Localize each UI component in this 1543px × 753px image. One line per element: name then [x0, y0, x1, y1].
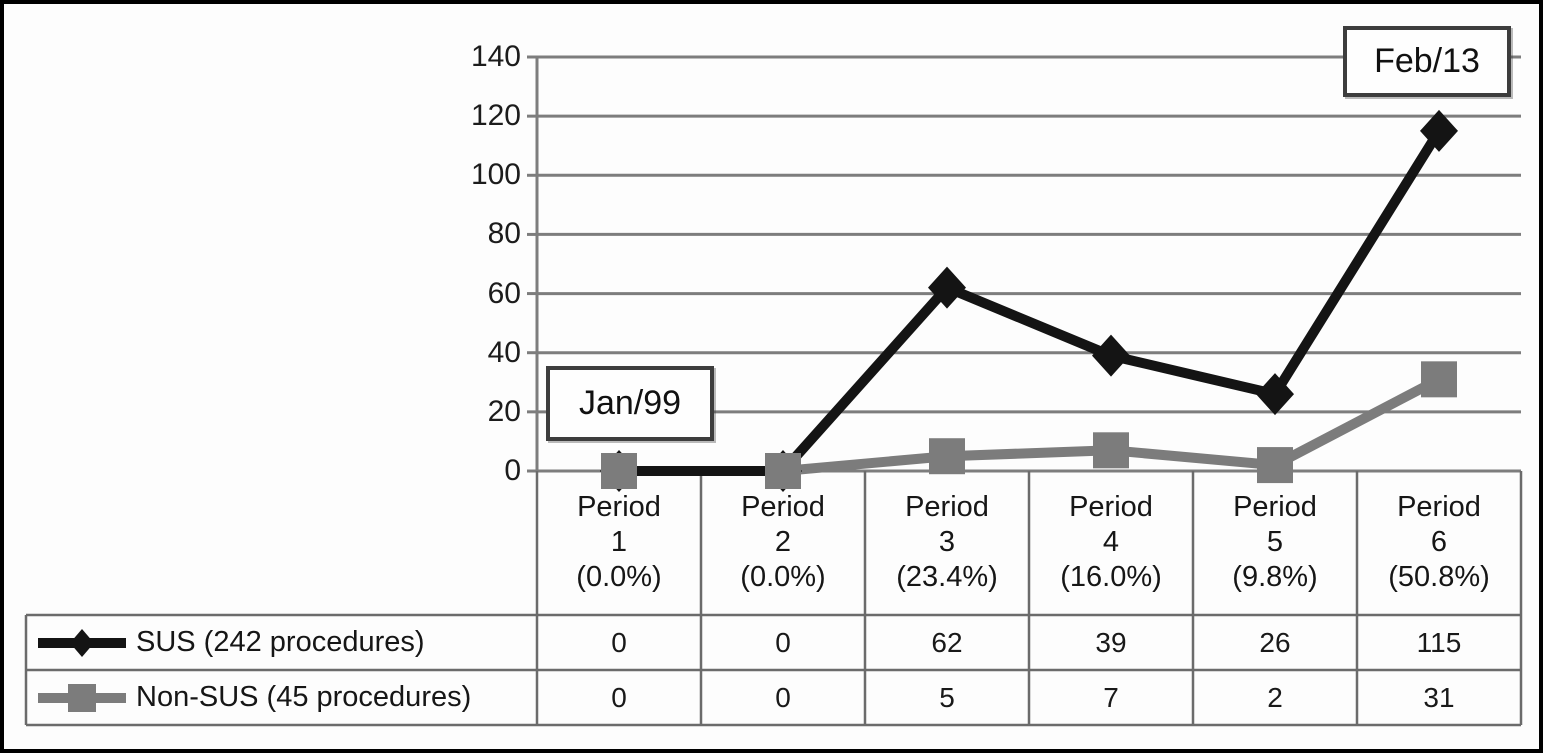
- non-sus-square-marker: [1257, 447, 1293, 484]
- non-sus-square-marker: [601, 453, 637, 489]
- y-axis-tick-label: 80: [487, 217, 521, 251]
- category-header-line: 4: [1102, 526, 1120, 558]
- y-axis-tick-label: 140: [470, 40, 521, 73]
- legend-item-non-sus: Non-SUS (45 procedures): [26, 670, 537, 725]
- sus-diamond-marker: [1092, 334, 1130, 377]
- sus-diamond-marker: [1256, 373, 1294, 416]
- non-sus-series-line: [619, 374, 1442, 476]
- annotation-feb13: Feb/13: [1343, 26, 1511, 97]
- annotation-jan99: Jan/99: [546, 366, 714, 441]
- category-header-line: 6: [1430, 526, 1448, 558]
- table-value-cell: 62: [931, 626, 963, 658]
- table-value-cell: 115: [1416, 626, 1462, 658]
- non-sus-line-square-icon: [38, 683, 126, 712]
- table-value-cell: 31: [1423, 681, 1455, 713]
- table-value-cell: 5: [939, 681, 955, 713]
- sus-diamond-marker: [928, 266, 966, 309]
- category-header-line: Period: [1233, 491, 1317, 523]
- category-header-line: (23.4%): [896, 561, 998, 593]
- legend-label: Non-SUS (45 procedures): [136, 681, 472, 713]
- category-header-line: (0.0%): [740, 561, 826, 593]
- category-header-line: Period: [577, 491, 661, 523]
- table-value-cell: 39: [1095, 626, 1127, 658]
- category-header-cell: Period 4 (16.0%): [1029, 490, 1193, 595]
- legend-marker: [70, 628, 94, 657]
- y-axis-tick-label: 0: [504, 454, 521, 487]
- legend-label: SUS (242 procedures): [136, 626, 425, 658]
- category-header-line: (9.8%): [1232, 561, 1318, 593]
- category-header-line: Period: [1397, 491, 1481, 523]
- y-axis-tick-label: 120: [470, 99, 521, 133]
- category-header-line: Period: [741, 491, 825, 523]
- legend-item-sus: SUS (242 procedures): [26, 615, 537, 670]
- y-axis-tick-label: 60: [487, 276, 521, 310]
- y-axis-tick-label: 100: [470, 158, 521, 192]
- category-header-line: Period: [905, 491, 989, 523]
- non-sus-square-marker: [929, 438, 965, 475]
- category-header-cell: Period 5 (9.8%): [1193, 490, 1357, 595]
- sus-diamond-marker: [1420, 109, 1458, 152]
- non-sus-square-marker: [765, 453, 801, 489]
- table-value-cell: 0: [775, 681, 791, 713]
- category-header-cell: Period 2 (0.0%): [701, 490, 865, 595]
- non-sus-square-marker: [1421, 361, 1457, 398]
- category-header-line: (0.0%): [576, 561, 662, 593]
- y-axis-tick-label: 40: [487, 335, 521, 369]
- annotation-feb13-label: Feb/13: [1374, 42, 1480, 80]
- y-axis-tick-label: 20: [487, 394, 521, 428]
- category-header-line: (50.8%): [1388, 561, 1490, 593]
- non-sus-square-marker: [1093, 432, 1129, 469]
- category-header-cell: Period 3 (23.4%): [865, 490, 1029, 595]
- category-header-line: 1: [610, 526, 628, 558]
- category-header-line: Period: [1069, 491, 1153, 523]
- category-header-line: 5: [1266, 526, 1284, 558]
- line-chart-canvas: [24, 55, 1523, 727]
- table-value-cell: 0: [775, 626, 791, 658]
- table-value-cell: 0: [611, 626, 627, 658]
- table-value-cell: 26: [1259, 626, 1291, 658]
- category-header-cell: Period 6 (50.8%): [1357, 490, 1521, 595]
- table-value-cell: 7: [1103, 681, 1119, 713]
- category-header-line: (16.0%): [1060, 561, 1162, 593]
- table-value-cell: 0: [611, 681, 627, 713]
- category-header-line: 2: [774, 526, 792, 558]
- sus-series-line: [619, 128, 1444, 476]
- table-value-cell: 2: [1267, 681, 1283, 713]
- annotation-jan99-label: Jan/99: [578, 384, 682, 422]
- category-header-line: 3: [938, 526, 956, 558]
- sus-line-diamond-icon: [38, 628, 126, 657]
- legend-marker: [68, 683, 96, 712]
- category-header-cell: Period 1 (0.0%): [537, 490, 701, 595]
